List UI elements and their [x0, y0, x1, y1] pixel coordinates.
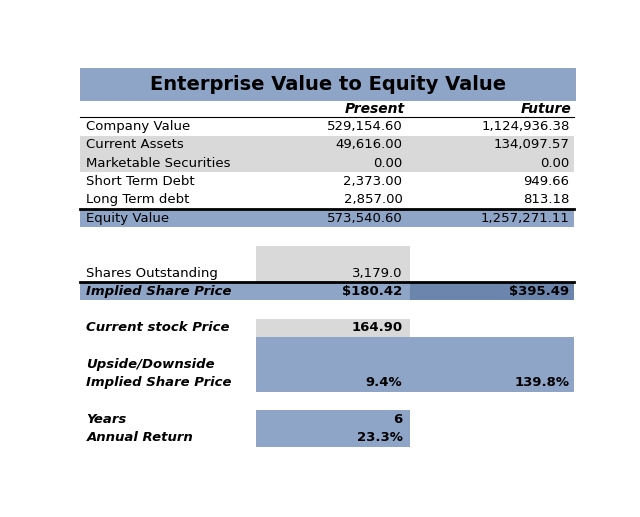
- Text: 1,257,271.11: 1,257,271.11: [481, 211, 570, 224]
- Bar: [256, 429, 410, 447]
- Text: 949.66: 949.66: [524, 175, 570, 188]
- Text: 2,373.00: 2,373.00: [344, 175, 403, 188]
- Bar: [256, 319, 410, 337]
- Bar: [256, 246, 410, 264]
- Text: Future: Future: [520, 102, 571, 116]
- Text: Current Assets: Current Assets: [86, 139, 184, 151]
- Text: 1,124,936.38: 1,124,936.38: [481, 120, 570, 133]
- Bar: [256, 135, 410, 154]
- Bar: [410, 154, 573, 172]
- Bar: [80, 68, 576, 101]
- Text: Implied Share Price: Implied Share Price: [86, 285, 232, 298]
- Text: $180.42: $180.42: [342, 285, 403, 298]
- Bar: [256, 154, 410, 172]
- Text: 0.00: 0.00: [373, 157, 403, 170]
- Text: 573,540.60: 573,540.60: [326, 211, 403, 224]
- Text: 134,097.57: 134,097.57: [493, 139, 570, 151]
- Bar: [256, 410, 410, 429]
- Text: 0.00: 0.00: [540, 157, 570, 170]
- Bar: [256, 337, 410, 355]
- Text: $395.49: $395.49: [509, 285, 570, 298]
- Text: Annual Return: Annual Return: [86, 431, 193, 444]
- Text: Present: Present: [345, 102, 405, 116]
- Bar: [410, 374, 573, 392]
- Text: Years: Years: [86, 413, 127, 426]
- Bar: [256, 264, 410, 282]
- Text: Long Term debt: Long Term debt: [86, 193, 190, 206]
- Bar: [256, 209, 410, 227]
- Text: 23.3%: 23.3%: [356, 431, 403, 444]
- Bar: [256, 355, 410, 374]
- Text: Enterprise Value to Equity Value: Enterprise Value to Equity Value: [150, 75, 506, 94]
- Text: Upside/Downside: Upside/Downside: [86, 358, 215, 371]
- Text: 6: 6: [393, 413, 403, 426]
- Bar: [410, 337, 573, 355]
- Text: Marketable Securities: Marketable Securities: [86, 157, 231, 170]
- Text: Short Term Debt: Short Term Debt: [86, 175, 195, 188]
- Text: Equity Value: Equity Value: [86, 211, 170, 224]
- Text: 813.18: 813.18: [523, 193, 570, 206]
- Bar: [80, 154, 256, 172]
- Text: 2,857.00: 2,857.00: [344, 193, 403, 206]
- Text: Current stock Price: Current stock Price: [86, 322, 230, 334]
- Bar: [80, 282, 256, 300]
- Text: 3,179.0: 3,179.0: [352, 267, 403, 280]
- Bar: [256, 374, 410, 392]
- Text: 164.90: 164.90: [351, 322, 403, 334]
- Bar: [410, 135, 573, 154]
- Text: Implied Share Price: Implied Share Price: [86, 376, 232, 389]
- Text: Company Value: Company Value: [86, 120, 191, 133]
- Bar: [256, 282, 410, 300]
- Text: 529,154.60: 529,154.60: [326, 120, 403, 133]
- Bar: [80, 209, 256, 227]
- Bar: [410, 209, 573, 227]
- Bar: [80, 135, 256, 154]
- Bar: [410, 282, 573, 300]
- Bar: [410, 355, 573, 374]
- Text: 49,616.00: 49,616.00: [335, 139, 403, 151]
- Text: 139.8%: 139.8%: [515, 376, 570, 389]
- Text: Shares Outstanding: Shares Outstanding: [86, 267, 218, 280]
- Text: 9.4%: 9.4%: [366, 376, 403, 389]
